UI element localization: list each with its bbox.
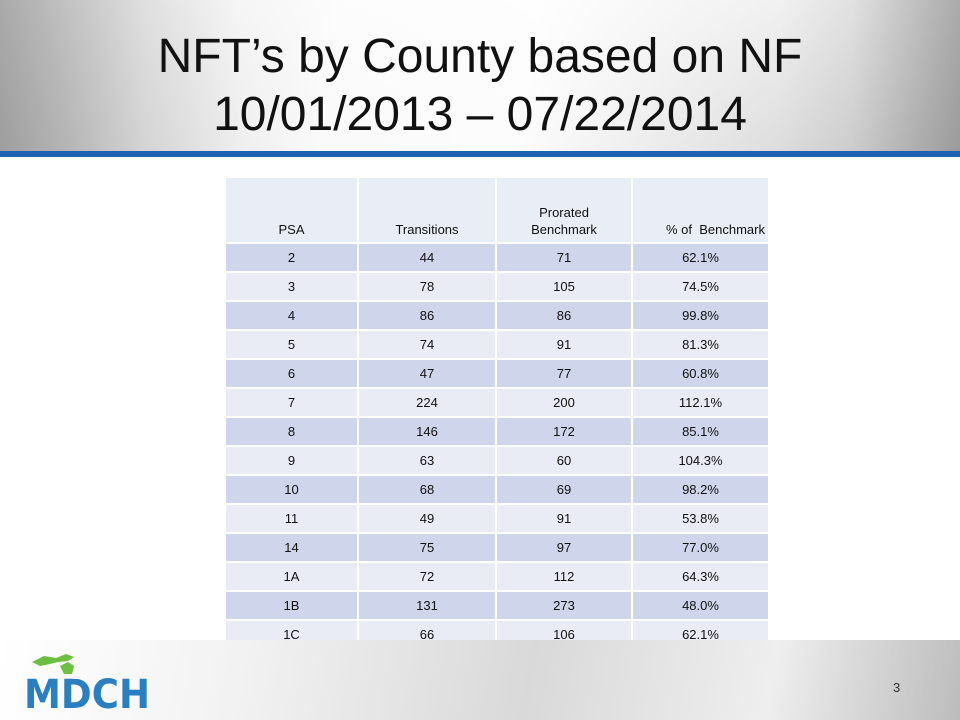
cell-psa: 10 bbox=[224, 474, 359, 505]
cell-prorated-benchmark: 77 bbox=[495, 358, 633, 389]
logo-text: MDCH bbox=[24, 672, 150, 712]
cell-psa: 2 bbox=[224, 242, 359, 273]
cell-transitions: 131 bbox=[357, 590, 497, 621]
cell-psa: 8 bbox=[224, 416, 359, 447]
cell-prorated-benchmark: 91 bbox=[495, 503, 633, 534]
cell-pct-benchmark: 60.8% bbox=[631, 358, 770, 389]
cell-prorated-benchmark: 273 bbox=[495, 590, 633, 621]
mdch-logo: MDCH bbox=[24, 654, 150, 712]
cell-psa: 4 bbox=[224, 300, 359, 331]
cell-pct-benchmark: 62.1% bbox=[631, 242, 770, 273]
cell-prorated-benchmark: 71 bbox=[495, 242, 633, 273]
cell-prorated-benchmark: 172 bbox=[495, 416, 633, 447]
cell-psa: 5 bbox=[224, 329, 359, 360]
cell-transitions: 63 bbox=[357, 445, 497, 476]
table-row: 1A 72 112 64.3% bbox=[224, 561, 770, 592]
cell-pct-benchmark: 85.1% bbox=[631, 416, 770, 447]
table-row: 6 47 77 60.8% bbox=[224, 358, 770, 389]
slide-title: NFT’s by County based on NF 10/01/2013 –… bbox=[0, 28, 960, 144]
cell-transitions: 74 bbox=[357, 329, 497, 360]
table-body: 2 44 71 62.1% 3 78 105 74.5% 4 86 86 99.8% 5 74 91 81.3… bbox=[224, 242, 770, 650]
cell-transitions: 146 bbox=[357, 416, 497, 447]
table-row: 1B 131 273 48.0% bbox=[224, 590, 770, 621]
cell-prorated-benchmark: 105 bbox=[495, 271, 633, 302]
cell-transitions: 47 bbox=[357, 358, 497, 389]
header-prorated-benchmark: Prorated Benchmark bbox=[495, 176, 633, 244]
michigan-lower-peninsula-shape bbox=[60, 662, 74, 674]
cell-pct-benchmark: 48.0% bbox=[631, 590, 770, 621]
cell-pct-benchmark: 53.8% bbox=[631, 503, 770, 534]
cell-psa: 3 bbox=[224, 271, 359, 302]
cell-psa: 1B bbox=[224, 590, 359, 621]
cell-pct-benchmark: 104.3% bbox=[631, 445, 770, 476]
cell-psa: 11 bbox=[224, 503, 359, 534]
nft-table: PSA Transitions Prorated Benchmark % of … bbox=[224, 176, 770, 650]
cell-psa: 7 bbox=[224, 387, 359, 418]
header-psa: PSA bbox=[224, 176, 359, 244]
cell-transitions: 78 bbox=[357, 271, 497, 302]
title-line-2: 10/01/2013 – 07/22/2014 bbox=[213, 88, 747, 141]
table-row: 11 49 91 53.8% bbox=[224, 503, 770, 534]
cell-psa: 9 bbox=[224, 445, 359, 476]
cell-transitions: 224 bbox=[357, 387, 497, 418]
cell-prorated-benchmark: 200 bbox=[495, 387, 633, 418]
table-row: 9 63 60 104.3% bbox=[224, 445, 770, 476]
cell-prorated-benchmark: 112 bbox=[495, 561, 633, 592]
michigan-upper-peninsula-shape bbox=[32, 654, 74, 666]
footer-band bbox=[0, 640, 960, 720]
table-row: 7 224 200 112.1% bbox=[224, 387, 770, 418]
cell-pct-benchmark: 77.0% bbox=[631, 532, 770, 563]
header-transitions: Transitions bbox=[357, 176, 497, 244]
table-header-row: PSA Transitions Prorated Benchmark % of … bbox=[224, 176, 770, 244]
cell-transitions: 44 bbox=[357, 242, 497, 273]
cell-prorated-benchmark: 91 bbox=[495, 329, 633, 360]
cell-pct-benchmark: 98.2% bbox=[631, 474, 770, 505]
cell-transitions: 75 bbox=[357, 532, 497, 563]
table-row: 4 86 86 99.8% bbox=[224, 300, 770, 331]
cell-pct-benchmark: 81.3% bbox=[631, 329, 770, 360]
cell-pct-benchmark: 64.3% bbox=[631, 561, 770, 592]
cell-transitions: 72 bbox=[357, 561, 497, 592]
page-number: 3 bbox=[893, 680, 901, 695]
cell-prorated-benchmark: 97 bbox=[495, 532, 633, 563]
table-row: 2 44 71 62.1% bbox=[224, 242, 770, 273]
table-row: 5 74 91 81.3% bbox=[224, 329, 770, 360]
header-rule bbox=[0, 151, 960, 157]
cell-psa: 1A bbox=[224, 561, 359, 592]
cell-prorated-benchmark: 60 bbox=[495, 445, 633, 476]
cell-pct-benchmark: 99.8% bbox=[631, 300, 770, 331]
cell-pct-benchmark: 74.5% bbox=[631, 271, 770, 302]
header-pct-benchmark: % of Benchmark bbox=[631, 176, 770, 244]
cell-psa: 14 bbox=[224, 532, 359, 563]
title-line-1: NFT’s by County based on NF bbox=[157, 30, 803, 83]
header-banner bbox=[0, 0, 960, 152]
table-row: 10 68 69 98.2% bbox=[224, 474, 770, 505]
cell-transitions: 49 bbox=[357, 503, 497, 534]
table-row: 14 75 97 77.0% bbox=[224, 532, 770, 563]
cell-transitions: 86 bbox=[357, 300, 497, 331]
cell-prorated-benchmark: 86 bbox=[495, 300, 633, 331]
cell-pct-benchmark: 112.1% bbox=[631, 387, 770, 418]
cell-transitions: 68 bbox=[357, 474, 497, 505]
cell-prorated-benchmark: 69 bbox=[495, 474, 633, 505]
table-row: 3 78 105 74.5% bbox=[224, 271, 770, 302]
cell-psa: 6 bbox=[224, 358, 359, 389]
table-row: 8 146 172 85.1% bbox=[224, 416, 770, 447]
